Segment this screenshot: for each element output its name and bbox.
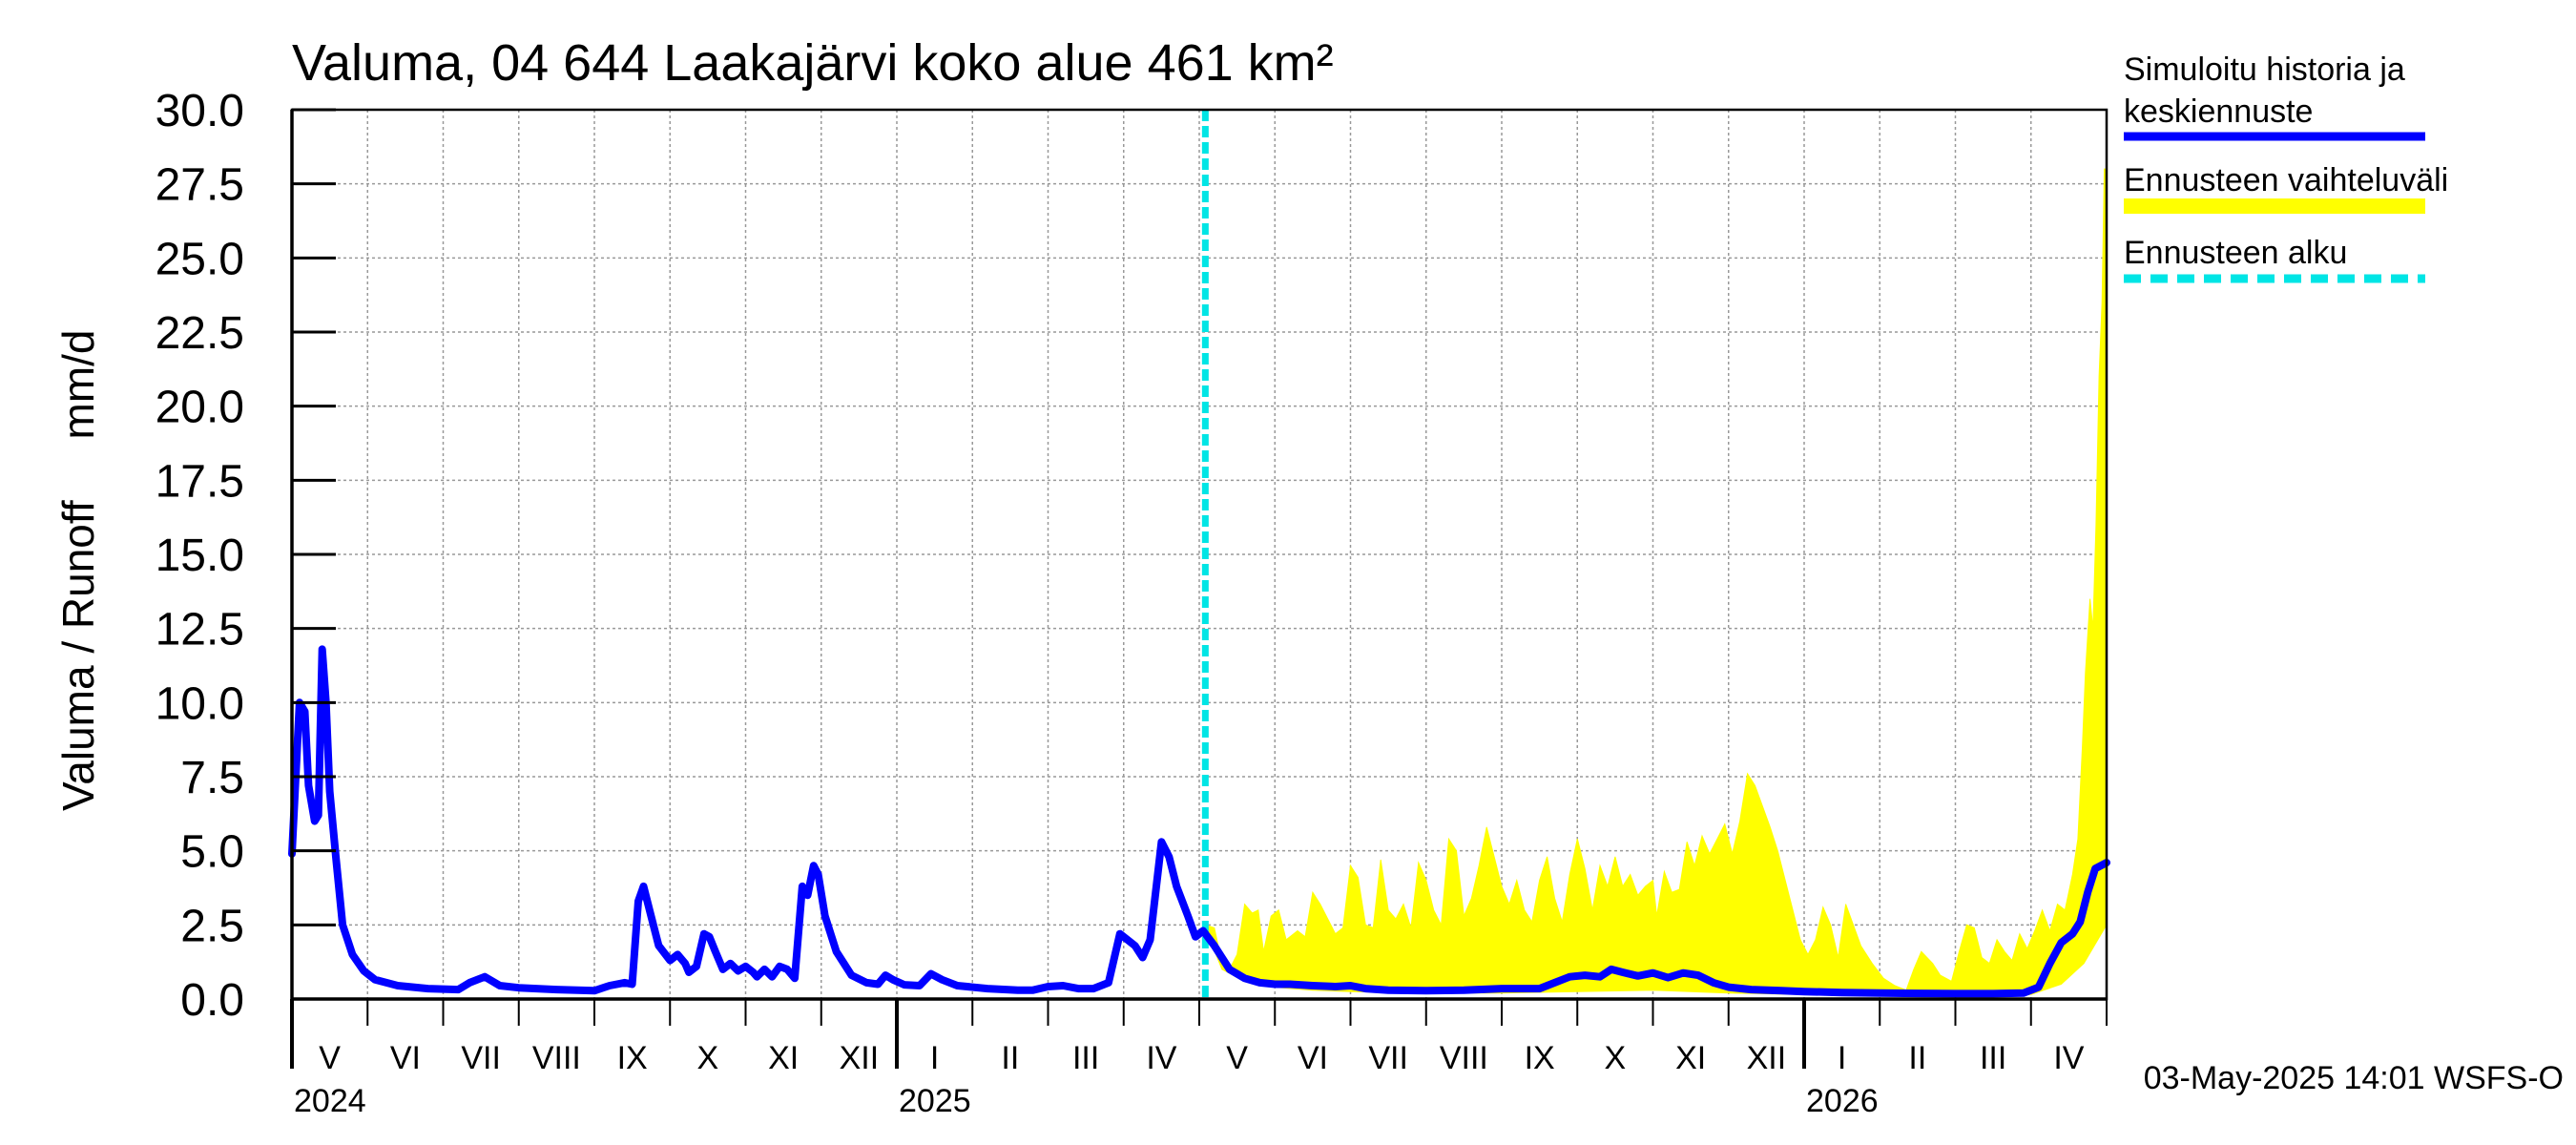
y-tick-label: 17.5 <box>156 456 244 507</box>
y-tick-label: 0.0 <box>180 975 244 1026</box>
legend: Simuloitu historia ja keskiennuste Ennuste… <box>2124 52 2448 283</box>
simulated-runoff-series <box>288 645 2110 998</box>
legend-label: Ennusteen vaihteluväli <box>2124 162 2448 198</box>
forecast-range-band <box>1204 168 2108 996</box>
y-tick-label: 25.0 <box>156 234 244 284</box>
x-axis-ticks: V VI VII VIII IX X XI XII I II III IV V VI VII VIII IX X X… <box>290 999 2108 1119</box>
year-label: 2026 <box>1806 1083 1879 1119</box>
y-tick-label: 12.5 <box>156 605 244 656</box>
month-label: III <box>1072 1040 1099 1076</box>
month-label: V <box>319 1040 341 1076</box>
month-label: XI <box>1675 1040 1706 1076</box>
month-label: X <box>697 1040 719 1076</box>
y-tick-label: 20.0 <box>156 383 244 433</box>
y-tick-label: 15.0 <box>156 531 244 581</box>
month-label: V <box>1226 1040 1248 1076</box>
y-tick-label: 30.0 <box>156 86 244 136</box>
forecast-band-area <box>1204 168 2108 996</box>
month-label: VII <box>461 1040 501 1076</box>
year-label: 2024 <box>294 1083 366 1119</box>
y-axis-ticks: 0.0 2.5 5.0 7.5 10.0 12.5 15.0 17.5 20.0 22.5 25.0… <box>156 86 336 1026</box>
month-label: XII <box>1747 1040 1787 1076</box>
month-label: XI <box>768 1040 799 1076</box>
y-tick-label: 10.0 <box>156 678 244 729</box>
month-label: IV <box>1146 1040 1176 1076</box>
month-label: VIII <box>532 1040 581 1076</box>
y-tick-label: 2.5 <box>180 901 244 951</box>
y-tick-label: 7.5 <box>180 753 244 803</box>
legend-label: Ennusteen alku <box>2124 235 2347 271</box>
y-tick-label: 5.0 <box>180 827 244 878</box>
month-label: VI <box>1298 1040 1328 1076</box>
chart-title: Valuma, 04 644 Laakajärvi koko alue 461 … <box>292 34 1334 92</box>
month-label: VI <box>390 1040 421 1076</box>
month-label: VII <box>1368 1040 1408 1076</box>
year-label: 2025 <box>899 1083 971 1119</box>
month-label: IX <box>1525 1040 1555 1076</box>
month-label: II <box>1001 1040 1019 1076</box>
month-label: VIII <box>1440 1040 1488 1076</box>
runoff-line <box>288 645 2110 998</box>
month-label: X <box>1605 1040 1627 1076</box>
y-tick-label: 22.5 <box>156 308 244 359</box>
month-label: IV <box>2053 1040 2084 1076</box>
y-tick-label: 27.5 <box>156 160 244 211</box>
y-axis-label: Valuma / Runoff mm/d <box>53 330 103 812</box>
month-label: III <box>1980 1040 2006 1076</box>
timestamp-footer: 03-May-2025 14:01 WSFS-O <box>2144 1060 2564 1096</box>
month-label: I <box>930 1040 939 1076</box>
legend-label: keskiennuste <box>2124 94 2313 130</box>
month-label: XII <box>840 1040 880 1076</box>
month-label: I <box>1838 1040 1846 1076</box>
month-label: IX <box>617 1040 648 1076</box>
legend-label: Simuloitu historia ja <box>2124 52 2405 88</box>
month-label: II <box>1908 1040 1926 1076</box>
